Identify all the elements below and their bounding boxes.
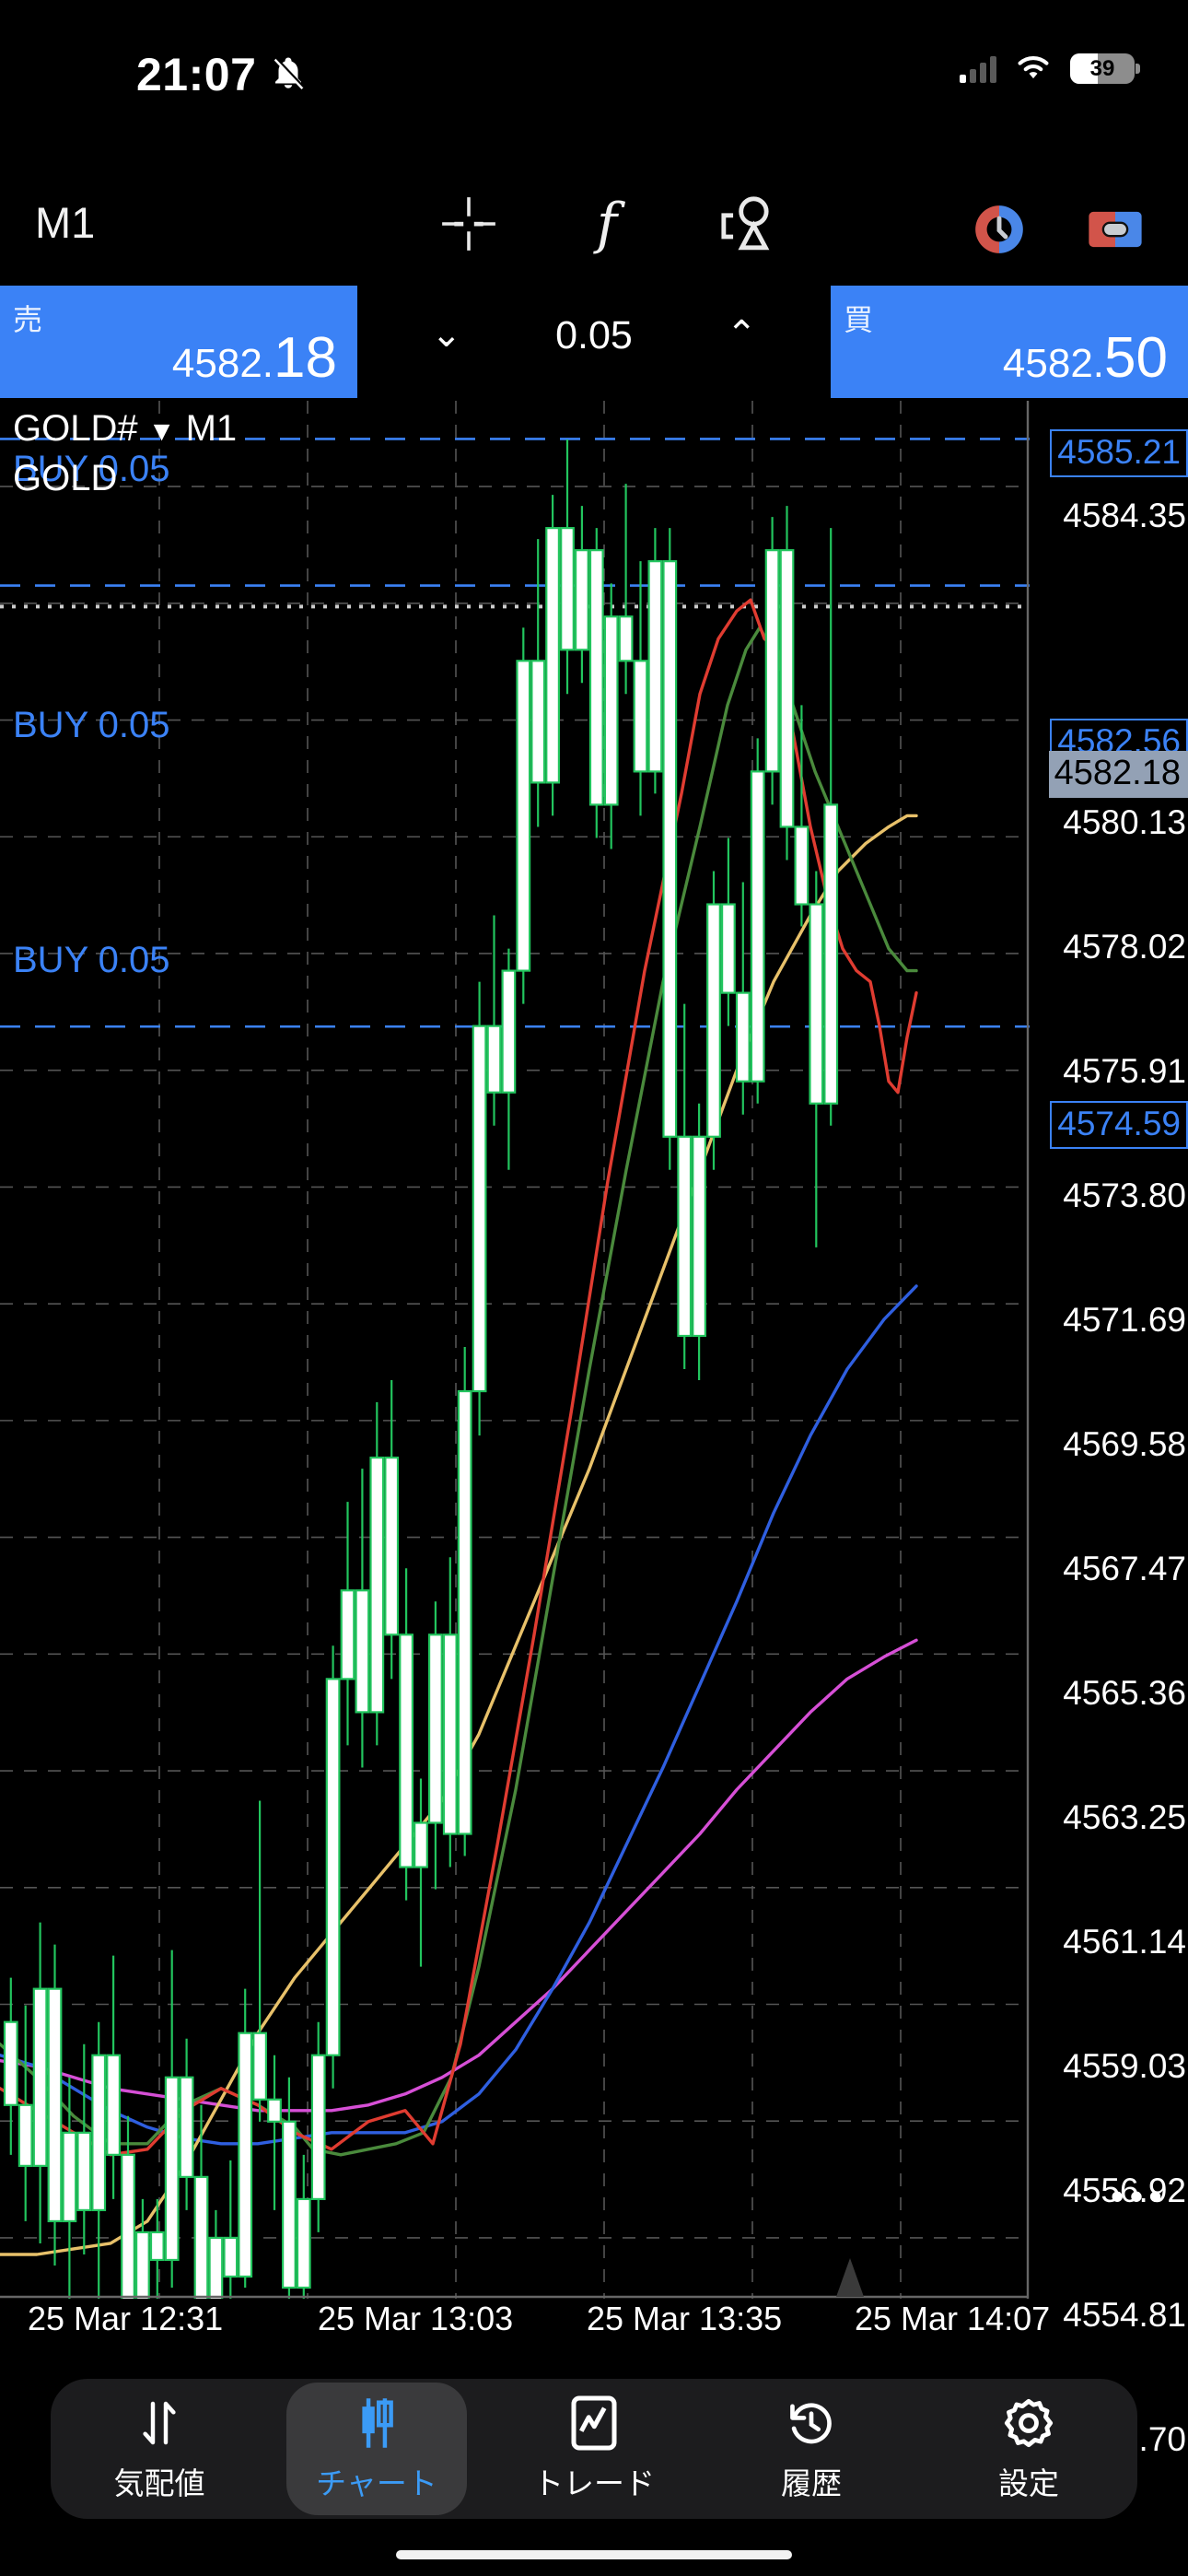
buy-price: 4582.50	[1002, 326, 1168, 390]
price-axis[interactable]: 4585.21 4584.35 4582.56 4582.18 4580.13 …	[1030, 401, 1188, 2458]
bottom-navigation: 気配値 チャート トレード 履歴	[51, 2379, 1137, 2519]
clock-history-icon[interactable]	[963, 193, 1035, 265]
indicators-function-icon[interactable]: f	[571, 188, 643, 260]
position-price-1: 4585.21	[1050, 429, 1188, 477]
axis-tick: 4556.92	[1063, 2172, 1186, 2209]
chart-timeframe: M1	[185, 408, 238, 449]
tab-chart[interactable]: チャート	[268, 2379, 485, 2519]
position-label-3: BUY 0.05	[13, 940, 170, 980]
tab-quotes[interactable]: 気配値	[51, 2379, 268, 2519]
tab-label: チャート	[316, 2466, 437, 2500]
chevron-down-icon[interactable]: ▼	[147, 416, 176, 447]
axis-tick: 4561.14	[1063, 1923, 1186, 1961]
time-tick: 25 Mar 14:07	[855, 2300, 1051, 2337]
tab-label: 履歴	[781, 2466, 842, 2500]
axis-tick: 4565.36	[1063, 1674, 1186, 1712]
buy-button[interactable]: 買 4582.50	[831, 286, 1188, 398]
axis-tick: 4554.81	[1063, 2296, 1186, 2334]
axis-tick: 4567.47	[1063, 1550, 1186, 1587]
history-clock-icon	[783, 2395, 840, 2452]
volume-increase-button[interactable]: ⌃	[726, 314, 757, 355]
current-price-badge: 4582.18	[1048, 751, 1188, 798]
volume-value[interactable]: 0.05	[555, 313, 633, 357]
tab-label: 設定	[998, 2466, 1059, 2500]
objects-icon[interactable]	[709, 188, 781, 260]
chart-instrument-label: GOLD	[13, 458, 118, 498]
one-click-trade-bar: 売 4582.18 ⌄ 0.05 ⌃ 買 4582.50	[0, 286, 1188, 398]
axis-tick: 4578.02	[1063, 928, 1186, 966]
trade-toggle-icon[interactable]	[1079, 193, 1151, 265]
axis-tick: 4569.58	[1063, 1425, 1186, 1463]
timeframe-button[interactable]: M1	[35, 198, 96, 247]
position-label-2: BUY 0.05	[13, 705, 170, 745]
silent-bell-icon	[274, 57, 305, 89]
tab-settings[interactable]: 設定	[920, 2379, 1137, 2519]
tab-trade[interactable]: トレード	[485, 2379, 703, 2519]
trade-phone-chart-icon	[565, 2395, 623, 2452]
time-axis: 25 Mar 12:31 25 Mar 13:03 25 Mar 13:35 2…	[0, 2300, 1188, 2357]
sell-button[interactable]: 売 4582.18	[0, 286, 357, 398]
three-dots-icon[interactable]: •••	[1110, 2174, 1168, 2218]
sell-price: 4582.18	[171, 326, 337, 390]
chart-symbol: GOLD#	[13, 408, 138, 449]
position-price-3: 4574.59	[1050, 1101, 1188, 1149]
tab-label: トレード	[533, 2466, 655, 2500]
time-tick: 25 Mar 13:03	[318, 2300, 514, 2337]
tab-label: 気配値	[113, 2466, 205, 2500]
candlestick-icon	[348, 2395, 405, 2452]
battery-icon: 39	[1070, 53, 1140, 84]
volume-stepper: ⌄ 0.05 ⌃	[357, 286, 831, 398]
crosshair-icon[interactable]	[433, 188, 505, 260]
axis-tick: 4575.91	[1063, 1052, 1186, 1090]
axis-tick: 4571.69	[1063, 1301, 1186, 1339]
price-chart[interactable]: GOLD# ▼ M1 BUY 0.05 GOLD BUY 0.05 BUY 0.…	[0, 401, 1188, 2299]
axis-tick: 4580.13	[1063, 803, 1186, 841]
axis-tick: 4563.25	[1063, 1798, 1186, 1836]
svg-text:f: f	[593, 192, 626, 256]
position-label-1: BUY 0.05	[13, 449, 170, 489]
chart-canvas[interactable]	[0, 401, 1030, 2299]
chart-toolbar: M1 f	[0, 168, 1188, 280]
time-tick: 25 Mar 12:31	[28, 2300, 224, 2337]
status-bar: 21:07 39	[0, 0, 1188, 101]
arrows-up-down-icon	[131, 2395, 188, 2452]
axis-tick: 4584.35	[1063, 497, 1186, 534]
wifi-icon	[1018, 56, 1049, 79]
tab-history[interactable]: 履歴	[703, 2379, 920, 2519]
status-indicators: 39	[960, 53, 1140, 84]
chart-symbol-header[interactable]: GOLD# ▼ M1	[13, 408, 237, 450]
buy-label: 買	[844, 303, 874, 336]
cellular-signal-icon	[960, 55, 996, 83]
status-time: 21:07	[136, 49, 257, 100]
sell-label: 売	[13, 303, 43, 336]
axis-tick: 4559.03	[1063, 2047, 1186, 2085]
volume-decrease-button[interactable]: ⌄	[431, 314, 462, 355]
battery-percent: 39	[1089, 55, 1115, 81]
gear-icon	[1000, 2395, 1057, 2452]
home-indicator	[396, 2550, 792, 2559]
time-tick: 25 Mar 13:35	[587, 2300, 783, 2337]
axis-tick: 4573.80	[1063, 1177, 1186, 1214]
